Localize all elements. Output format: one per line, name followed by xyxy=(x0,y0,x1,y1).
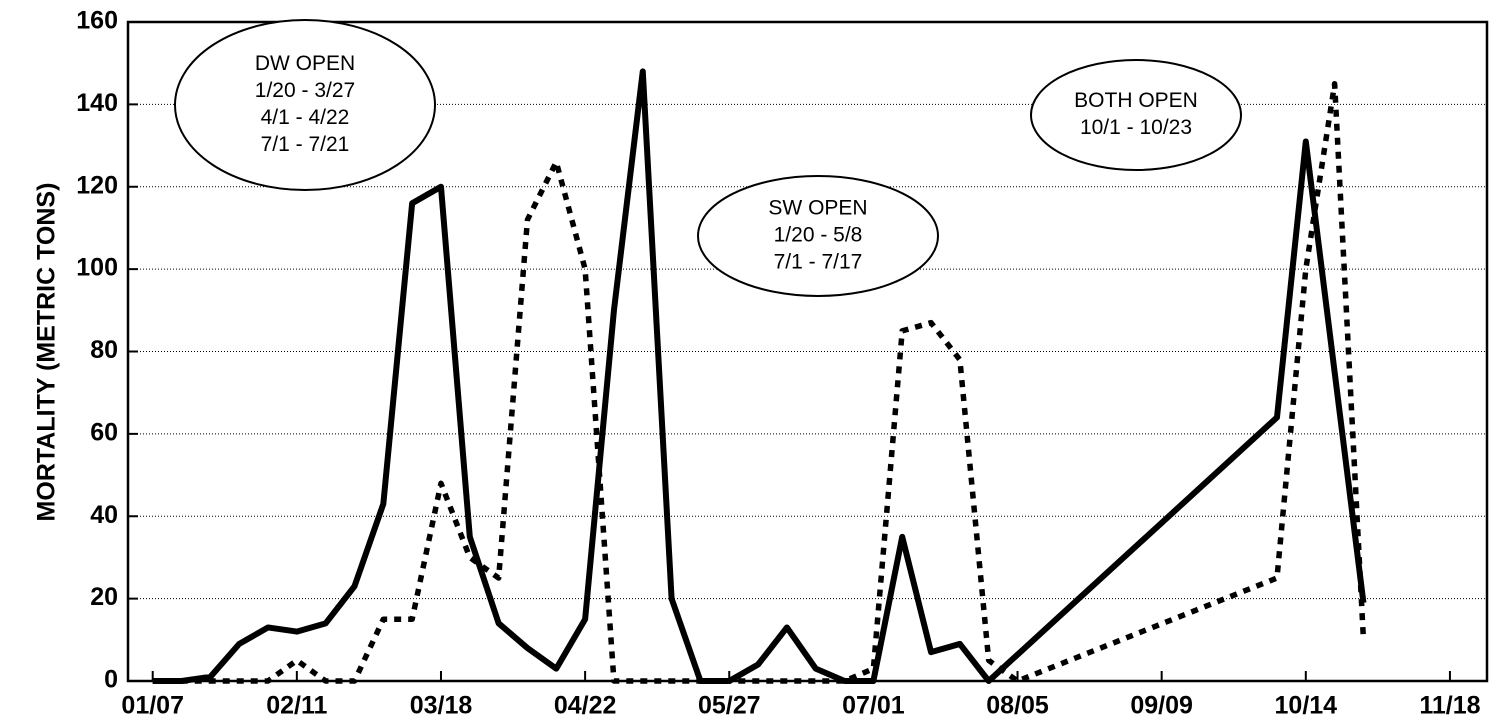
x-tick-label: 09/09 xyxy=(1130,692,1193,720)
x-tick-label: 03/18 xyxy=(410,692,473,720)
plot-frame xyxy=(126,20,1489,683)
x-tick-label: 10/14 xyxy=(1275,692,1338,720)
x-tick-label: 02/11 xyxy=(266,692,327,720)
annotation-text: 1/20 - 5/8 xyxy=(774,224,863,247)
annotation-ellipse xyxy=(1030,59,1242,171)
annotation-ellipse xyxy=(697,175,939,297)
y-tick-label: 120 xyxy=(76,171,118,199)
series-line xyxy=(152,81,1367,684)
x-tick-label: 04/22 xyxy=(554,692,617,720)
y-tick-label: 40 xyxy=(90,501,118,529)
annotation-text: 7/1 - 7/21 xyxy=(261,133,350,156)
annotation-text: 1/20 - 3/27 xyxy=(255,79,355,102)
y-axis-label: MORTALITY (METRIC TONS) xyxy=(33,183,61,522)
y-tick-label: 60 xyxy=(90,418,118,446)
y-tick-label: 160 xyxy=(76,7,118,35)
x-tick-label: 07/01 xyxy=(842,692,905,720)
y-tick-label: 20 xyxy=(90,583,118,611)
y-tick-label: 0 xyxy=(104,666,118,694)
annotation-ellipse xyxy=(174,19,436,191)
x-tick-label: 01/07 xyxy=(121,692,184,720)
y-tick-label: 100 xyxy=(76,254,118,282)
annotation-text: 4/1 - 4/22 xyxy=(261,106,350,129)
y-tick-label: 140 xyxy=(76,89,118,117)
x-tick-label: 11/18 xyxy=(1419,692,1480,720)
annotation-text: 7/1 - 7/17 xyxy=(774,251,863,274)
annotation-text: BOTH OPEN xyxy=(1074,89,1198,112)
x-tick-label: 05/27 xyxy=(698,692,761,720)
annotation-text: DW OPEN xyxy=(255,52,355,75)
x-tick-label: 08/05 xyxy=(986,692,1049,720)
series-line xyxy=(152,68,1367,684)
y-tick-label: 80 xyxy=(90,336,118,364)
annotation-text: 10/1 - 10/23 xyxy=(1080,116,1192,139)
annotation-text: SW OPEN xyxy=(768,197,867,220)
